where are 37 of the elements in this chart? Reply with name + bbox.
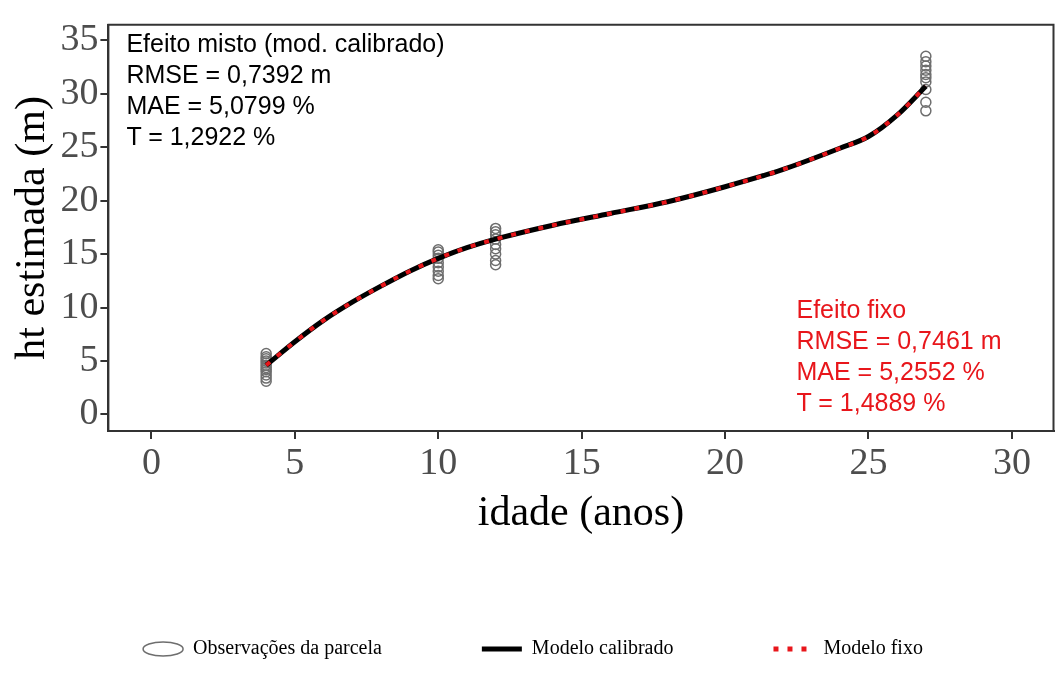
point xyxy=(920,96,932,109)
x-axis-title: idade (anos) xyxy=(477,487,685,535)
point xyxy=(432,265,444,277)
legend-label: Observações da parcela xyxy=(193,636,382,660)
point xyxy=(920,50,932,63)
x-tick-label: 10 xyxy=(419,439,458,482)
y-tick-label: 15 xyxy=(60,230,99,273)
y-tick-label: 30 xyxy=(60,69,99,112)
x-tick-label: 20 xyxy=(706,439,745,482)
point xyxy=(489,254,502,267)
x-tick-label: 25 xyxy=(849,439,888,482)
point xyxy=(920,64,932,76)
point xyxy=(920,60,932,72)
y-tick-label: 25 xyxy=(60,123,99,166)
y-tick-label: 35 xyxy=(60,16,99,59)
point xyxy=(920,83,932,96)
y-tick-label: 5 xyxy=(79,336,99,379)
y-tick-label: 20 xyxy=(60,176,99,219)
x-tick-label: 0 xyxy=(141,439,161,482)
annotation: Efeito fixo RMSE = 0,7461 m MAE = 5,2552 % T = 1,4889 % xyxy=(796,295,1002,417)
point xyxy=(432,261,444,273)
point xyxy=(920,76,932,88)
y-axis-title: ht estimada (m) xyxy=(7,96,55,360)
point xyxy=(489,259,502,271)
point xyxy=(260,375,272,388)
point xyxy=(489,248,502,260)
point xyxy=(489,242,502,255)
point xyxy=(920,55,932,68)
y-tick-label: 10 xyxy=(60,283,99,326)
annotation: Efeito misto (mod. calibrado) RMSE = 0,7392 m MAE = 5,0799 % T = 1,2922 % xyxy=(126,29,445,151)
point xyxy=(920,105,932,117)
x-tick-label: 5 xyxy=(285,439,305,482)
legend-label: Modelo fixo xyxy=(823,636,923,659)
y-tick-label: 0 xyxy=(79,390,99,433)
x-tick-label: 15 xyxy=(562,439,601,482)
x-tick-label: 30 xyxy=(992,439,1031,482)
legend-label: Modelo calibrado xyxy=(531,636,674,659)
